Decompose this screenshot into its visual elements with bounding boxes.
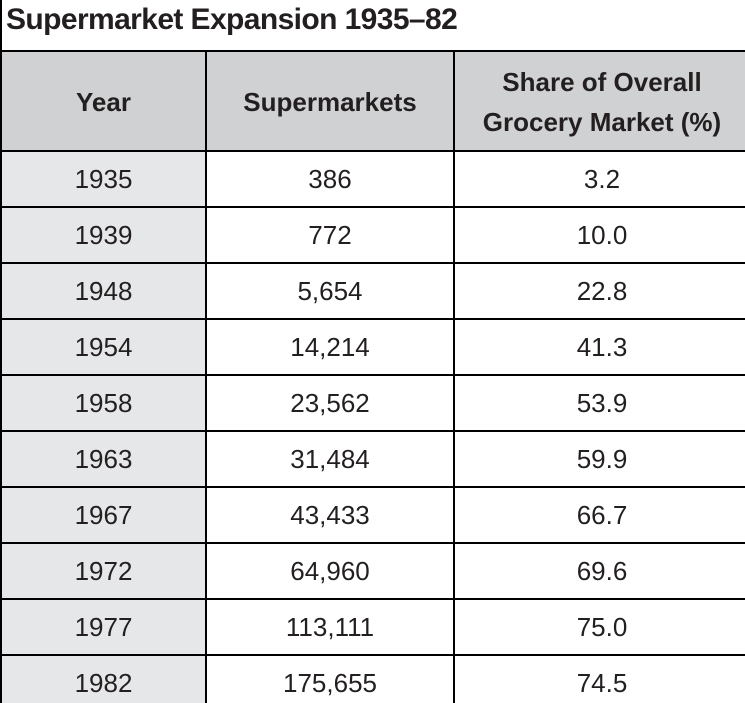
cell-share: 22.8 [453,262,745,320]
table-row: 1963 31,484 59.9 [0,430,745,488]
cell-year: 1948 [0,262,207,320]
cell-year: 1954 [0,318,207,376]
table-row: 1939 772 10.0 [0,206,745,264]
cell-supermarkets: 23,562 [205,374,455,432]
table-row: 1972 64,960 69.6 [0,542,745,600]
cell-supermarkets: 31,484 [205,430,455,488]
supermarket-table: Year Supermarkets Share of Overall Groce… [0,50,745,703]
header-share-line-1: Share of Overall [502,67,702,97]
header-share: Share of Overall Grocery Market (%) [453,50,745,152]
cell-year: 1982 [0,654,207,703]
cell-share: 74.5 [453,654,745,703]
cell-share: 75.0 [453,598,745,656]
cell-supermarkets: 5,654 [205,262,455,320]
table-row: 1935 386 3.2 [0,150,745,208]
cell-share: 59.9 [453,430,745,488]
cell-supermarkets: 386 [205,150,455,208]
title-bar: Supermarket Expansion 1935–82 [2,0,745,50]
cell-year: 1935 [0,150,207,208]
cell-supermarkets: 14,214 [205,318,455,376]
cell-supermarkets: 43,433 [205,486,455,544]
cell-year: 1963 [0,430,207,488]
table-row: 1967 43,433 66.7 [0,486,745,544]
cell-share: 69.6 [453,542,745,600]
cell-year: 1958 [0,374,207,432]
cell-year: 1972 [0,542,207,600]
table-row: 1948 5,654 22.8 [0,262,745,320]
cell-share: 10.0 [453,206,745,264]
cell-supermarkets: 113,111 [205,598,455,656]
cell-supermarkets: 175,655 [205,654,455,703]
cell-supermarkets: 772 [205,206,455,264]
cell-share: 41.3 [453,318,745,376]
table-container: Year Supermarkets Share of Overall Groce… [0,50,745,703]
cell-share: 3.2 [453,150,745,208]
cell-supermarkets: 64,960 [205,542,455,600]
cell-year: 1977 [0,598,207,656]
table-row: 1977 113,111 75.0 [0,598,745,656]
cell-year: 1939 [0,206,207,264]
cell-year: 1967 [0,486,207,544]
header-supermarkets: Supermarkets [205,50,455,152]
table-row: 1958 23,562 53.9 [0,374,745,432]
table-title: Supermarket Expansion 1935–82 [6,3,458,36]
table-row: 1954 14,214 41.3 [0,318,745,376]
table-header-row: Year Supermarkets Share of Overall Groce… [0,50,745,152]
cell-share: 53.9 [453,374,745,432]
table-row: 1982 175,655 74.5 [0,654,745,703]
cell-share: 66.7 [453,486,745,544]
header-year: Year [0,50,207,152]
header-share-line-2: Grocery Market (%) [482,107,722,137]
